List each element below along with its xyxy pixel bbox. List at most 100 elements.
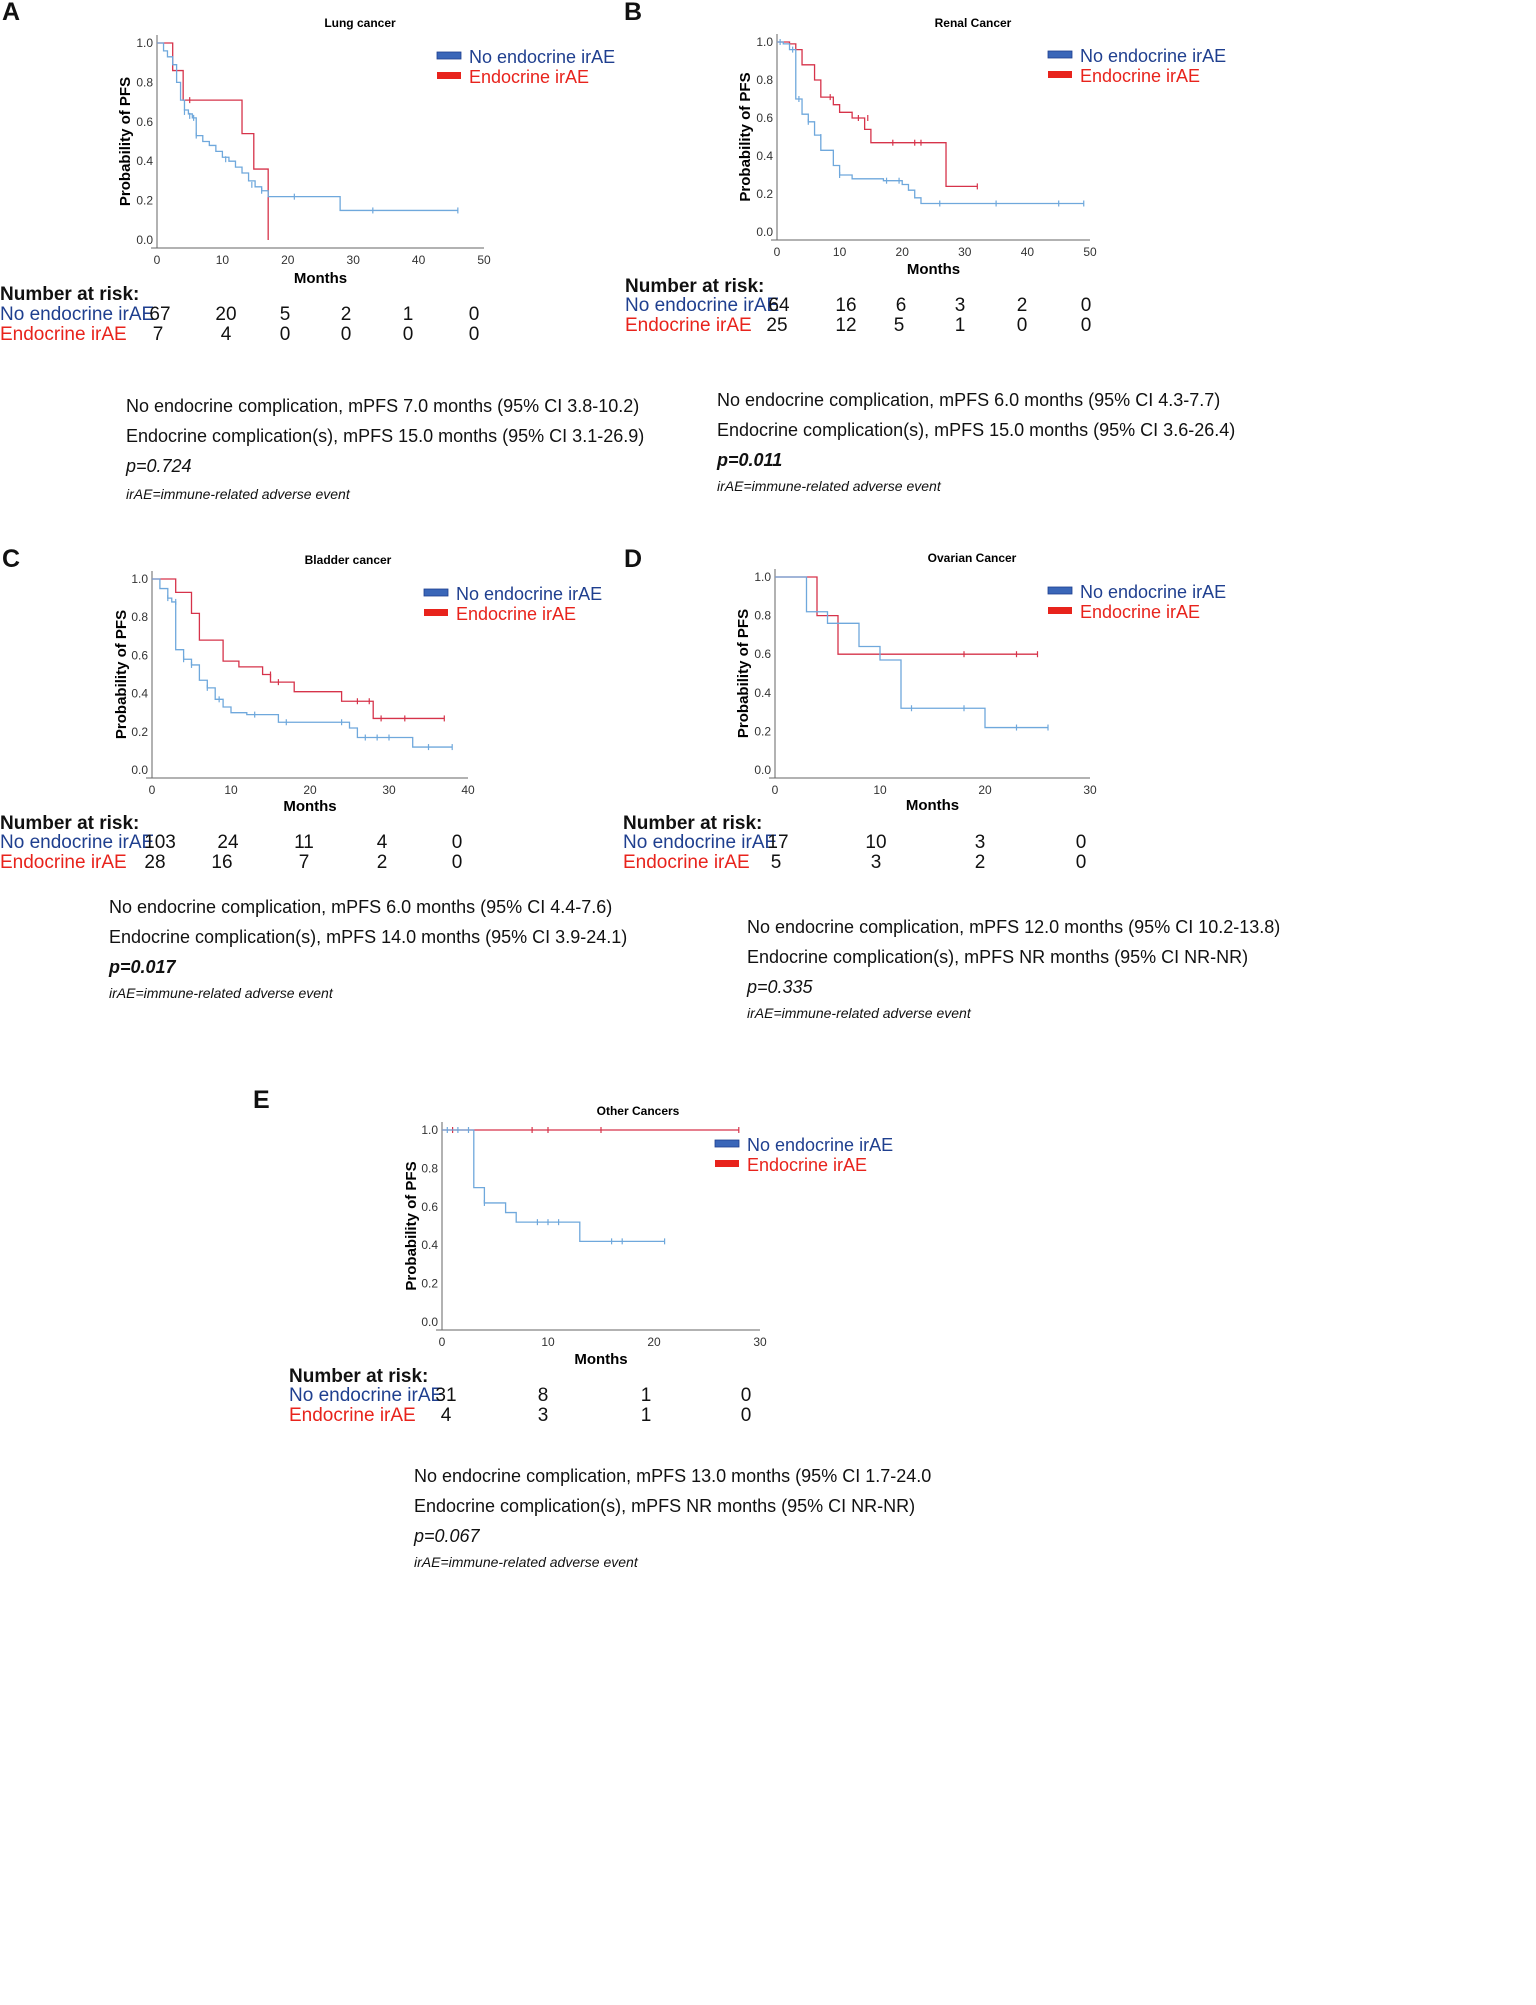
legend-swatch-no-endocrine bbox=[436, 51, 462, 60]
y-axis-label: Probability of PFS bbox=[403, 1161, 420, 1290]
legend-label-no-endocrine: No endocrine irAE bbox=[1080, 46, 1226, 66]
x-tick-label: 50 bbox=[1083, 245, 1097, 259]
risk-count: 1 bbox=[954, 315, 966, 336]
mpfs-endocrine: Endocrine complication(s), mPFS 14.0 mon… bbox=[109, 927, 628, 947]
km-chart-renal: 0.0 0.2 0.4 0.6 0.8 1.0 0 10 20 30 40 50 Renal Cance… bbox=[737, 16, 1226, 278]
x-tick-label: 0 bbox=[439, 1335, 446, 1349]
y-tick-label: 0.6 bbox=[756, 111, 773, 125]
risk-label-no-endocrine: No endocrine irAE bbox=[0, 832, 155, 853]
risk-count: 0 bbox=[402, 324, 414, 345]
x-tick-label: 0 bbox=[154, 253, 161, 267]
risk-count: 10 bbox=[865, 832, 887, 853]
risk-label-endocrine: Endocrine irAE bbox=[625, 315, 752, 336]
x-tick-label: 40 bbox=[1021, 245, 1035, 259]
risk-header: Number at risk: bbox=[625, 276, 765, 297]
footnote: irAE=immune-related adverse event bbox=[414, 1554, 638, 1570]
x-axis-label: Months bbox=[283, 798, 336, 815]
risk-count: 4 bbox=[440, 1405, 452, 1426]
risk-count: 16 bbox=[211, 852, 233, 873]
y-tick-label: 0.2 bbox=[754, 724, 771, 738]
y-tick-label: 0.8 bbox=[421, 1161, 438, 1175]
risk-count: 0 bbox=[740, 1385, 752, 1406]
chart-title: Other Cancers bbox=[597, 1104, 680, 1118]
legend-swatch-endocrine bbox=[715, 1160, 739, 1167]
km-chart-other: 0.0 0.2 0.4 0.6 0.8 1.0 0 10 20 30 Other Cancers Mo… bbox=[403, 1104, 893, 1368]
legend-label-no-endocrine: No endocrine irAE bbox=[747, 1135, 893, 1155]
y-tick-label: 0.0 bbox=[421, 1315, 438, 1329]
km-chart-lung: 0.0 0.2 0.4 0.6 0.8 1.0 0 10 20 30 40 50 Lung cancer… bbox=[117, 16, 615, 287]
risk-count: 1 bbox=[640, 1385, 652, 1406]
y-tick-label: 0.8 bbox=[131, 610, 148, 624]
risk-label-no-endocrine: No endocrine irAE bbox=[0, 304, 155, 325]
legend-label-endocrine: Endocrine irAE bbox=[1080, 602, 1200, 622]
legend-label-endocrine: Endocrine irAE bbox=[747, 1155, 867, 1175]
risk-count: 3 bbox=[537, 1405, 549, 1426]
y-tick-label: 0.4 bbox=[754, 686, 771, 700]
risk-count: 103 bbox=[144, 832, 176, 853]
x-tick-label: 30 bbox=[382, 783, 396, 797]
risk-count: 0 bbox=[1075, 852, 1087, 873]
y-tick-label: 0.0 bbox=[754, 763, 771, 777]
risk-label-endocrine: Endocrine irAE bbox=[0, 324, 127, 345]
y-tick-label: 1.0 bbox=[136, 36, 153, 50]
risk-count: 0 bbox=[340, 324, 352, 345]
y-tick-label: 0.8 bbox=[136, 75, 153, 89]
y-tick-label: 0.2 bbox=[131, 725, 148, 739]
y-tick-label: 0.0 bbox=[131, 763, 148, 777]
legend-swatch-no-endocrine bbox=[1047, 586, 1073, 595]
risk-count: 0 bbox=[279, 324, 291, 345]
risk-count: 0 bbox=[1016, 315, 1028, 336]
series-line-no-endocrine bbox=[152, 578, 453, 748]
legend-label-endocrine: Endocrine irAE bbox=[1080, 66, 1200, 86]
y-tick-label: 0.4 bbox=[756, 149, 773, 163]
risk-count: 1 bbox=[640, 1405, 652, 1426]
footnote: irAE=immune-related adverse event bbox=[109, 985, 333, 1001]
p-value: p=0.335 bbox=[747, 977, 813, 997]
legend-swatch-endocrine bbox=[1048, 71, 1072, 78]
mpfs-endocrine: Endocrine complication(s), mPFS 15.0 mon… bbox=[126, 426, 645, 446]
risk-count: 0 bbox=[740, 1405, 752, 1426]
legend-label-no-endocrine: No endocrine irAE bbox=[1080, 582, 1226, 602]
x-tick-label: 20 bbox=[978, 783, 992, 797]
x-tick-label: 10 bbox=[216, 253, 230, 267]
x-axis-label: Months bbox=[294, 270, 347, 287]
risk-header: Number at risk: bbox=[0, 813, 140, 834]
legend-swatch-endocrine bbox=[1048, 607, 1072, 614]
series-line-no-endocrine bbox=[442, 1129, 665, 1243]
risk-count: 5 bbox=[770, 852, 782, 873]
mpfs-no-endocrine: No endocrine complication, mPFS 6.0 mont… bbox=[717, 390, 1221, 410]
mpfs-no-endocrine: No endocrine complication, mPFS 6.0 mont… bbox=[109, 897, 613, 917]
risk-count: 28 bbox=[144, 852, 166, 873]
x-tick-label: 10 bbox=[833, 245, 847, 259]
panel-letter-d: D bbox=[624, 545, 643, 573]
risk-count: 2 bbox=[376, 852, 388, 873]
risk-header: Number at risk: bbox=[289, 1366, 429, 1387]
legend-swatch-no-endocrine bbox=[423, 588, 449, 597]
x-tick-label: 0 bbox=[772, 783, 779, 797]
footnote: irAE=immune-related adverse event bbox=[717, 478, 941, 494]
x-tick-label: 20 bbox=[303, 783, 317, 797]
risk-label-endocrine: Endocrine irAE bbox=[289, 1405, 416, 1426]
series-line-endocrine bbox=[152, 578, 445, 720]
risk-count: 0 bbox=[451, 832, 463, 853]
legend-label-no-endocrine: No endocrine irAE bbox=[456, 584, 602, 604]
footnote: irAE=immune-related adverse event bbox=[126, 486, 350, 502]
mpfs-no-endocrine: No endocrine complication, mPFS 12.0 mon… bbox=[747, 917, 1281, 937]
chart-title: Bladder cancer bbox=[305, 553, 392, 567]
risk-count: 0 bbox=[468, 304, 480, 325]
mpfs-endocrine: Endocrine complication(s), mPFS NR month… bbox=[747, 947, 1249, 967]
x-axis-label: Months bbox=[906, 797, 959, 814]
footnote: irAE=immune-related adverse event bbox=[747, 1005, 971, 1021]
y-tick-label: 0.4 bbox=[136, 154, 153, 168]
risk-count: 7 bbox=[298, 852, 310, 873]
risk-count: 17 bbox=[767, 832, 789, 853]
legend-swatch-no-endocrine bbox=[1047, 50, 1073, 59]
risk-count: 0 bbox=[1080, 295, 1092, 316]
chart-title: Renal Cancer bbox=[935, 16, 1012, 30]
risk-count: 2 bbox=[1016, 295, 1028, 316]
x-tick-label: 30 bbox=[958, 245, 972, 259]
risk-count: 11 bbox=[294, 832, 314, 853]
y-tick-label: 1.0 bbox=[421, 1123, 438, 1137]
x-tick-label: 10 bbox=[541, 1335, 555, 1349]
y-tick-label: 0.2 bbox=[756, 187, 773, 201]
